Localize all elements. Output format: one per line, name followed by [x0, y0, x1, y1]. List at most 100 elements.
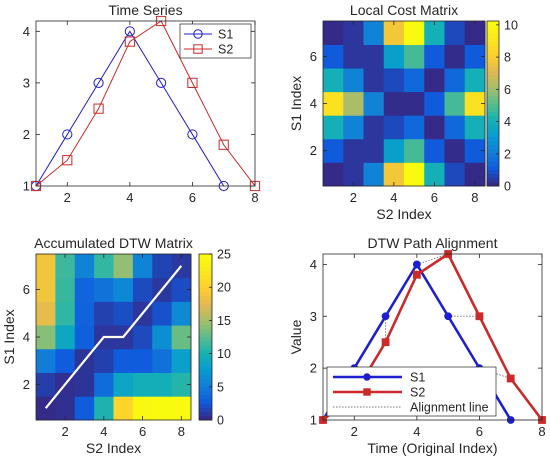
heatmap-cell — [383, 91, 405, 116]
heatmap-cell — [55, 396, 76, 421]
heatmap-cell — [383, 115, 405, 140]
heatmap-cell — [424, 115, 445, 140]
heatmap-cell — [113, 254, 134, 279]
heatmap-cell — [55, 348, 76, 373]
point-marker — [62, 129, 73, 140]
heatmap-cell — [55, 301, 76, 326]
x-tick-label: 6 — [139, 424, 146, 439]
alignment-line — [416, 253, 449, 265]
point-marker — [506, 374, 515, 383]
heatmap-cell — [464, 115, 486, 140]
colorbar-segment — [199, 266, 212, 272]
colorbar-segment — [487, 82, 499, 88]
colorbar-segment — [199, 411, 212, 417]
legend-label: S1 — [410, 371, 425, 385]
colorbar-segment — [199, 328, 212, 334]
y-tick-label: 3 — [23, 75, 30, 90]
heatmap-cell — [94, 396, 114, 421]
colorbar-segment — [199, 287, 212, 292]
colorbar-segment — [199, 349, 212, 355]
heatmap-cell — [152, 325, 173, 350]
colorbar-segment — [199, 258, 212, 263]
colorbar-segment — [487, 74, 499, 80]
colorbar-segment — [487, 124, 499, 129]
series-line-s2 — [35, 20, 256, 187]
heatmap-cell — [132, 396, 153, 421]
heatmap-cell — [36, 277, 56, 302]
heatmap-cell — [74, 301, 95, 326]
heatmap-cell — [343, 91, 364, 116]
heatmap-cell — [36, 301, 56, 326]
chart-title: Local Cost Matrix — [350, 2, 458, 18]
colorbar-segment — [487, 165, 499, 170]
colorbar-tick-label: 0 — [504, 180, 511, 194]
heatmap-cell — [152, 348, 173, 373]
heatmap-cell — [363, 21, 385, 45]
point-marker — [412, 260, 421, 269]
heatmap-cell — [113, 372, 134, 397]
colorbar-segment — [487, 21, 499, 26]
heatmap-cell — [113, 396, 134, 421]
heatmap-cell — [424, 21, 445, 45]
heatmap-cell — [74, 325, 95, 350]
colorbar-segment — [487, 41, 499, 47]
colorbar-segment — [199, 366, 212, 371]
heatmap-cell — [113, 348, 134, 373]
heatmap-cell — [404, 21, 425, 45]
heatmap-cell — [171, 348, 192, 373]
colorbar-tick-label: 2 — [504, 147, 511, 161]
colorbar-segment — [199, 378, 212, 384]
series-line-s1 — [35, 30, 225, 187]
heatmap-cell — [444, 21, 466, 45]
colorbar-segment — [199, 278, 212, 284]
colorbar-tick-label: 5 — [217, 380, 224, 394]
heatmap-cell — [363, 44, 385, 69]
heatmap-cell — [404, 44, 425, 69]
colorbar-tick-label: 15 — [217, 314, 231, 328]
heatmap-cell — [343, 44, 364, 69]
colorbar-segment — [199, 274, 212, 280]
heatmap-cell — [363, 138, 385, 163]
colorbar-segment — [487, 132, 499, 137]
colorbar-segment — [487, 87, 499, 92]
y-tick-label: 1 — [23, 179, 30, 194]
heatmap-cell — [171, 301, 192, 326]
heatmap-cell — [36, 348, 56, 373]
y-tick-label: 3 — [310, 309, 317, 324]
colorbar-segment — [487, 70, 499, 76]
heatmap-cell — [94, 254, 114, 279]
heatmap-cell — [132, 372, 153, 397]
point-marker — [381, 312, 390, 321]
colorbar-segment — [199, 324, 212, 330]
colorbar-segment — [487, 157, 499, 162]
y-tick-label: 4 — [310, 257, 317, 272]
heatmap-cell — [383, 138, 405, 163]
x-tick-label: 8 — [178, 424, 185, 439]
heatmap-cell — [55, 325, 76, 350]
heatmap-cell — [94, 277, 114, 302]
heatmap-cell — [152, 254, 173, 279]
y-tick-label: 4 — [310, 96, 317, 111]
heatmap-cell — [132, 277, 153, 302]
heatmap-cell — [113, 277, 134, 302]
colorbar-segment — [487, 144, 499, 150]
y-tick-label: 2 — [310, 361, 317, 376]
y-axis-label: Value — [288, 319, 304, 354]
heatmap-cell — [424, 68, 445, 93]
heatmap-cell — [152, 301, 173, 326]
point-marker — [124, 36, 135, 47]
colorbar-segment — [199, 332, 212, 338]
colorbar-segment — [487, 54, 499, 59]
colorbar-segment — [487, 128, 499, 133]
heatmap-cell — [343, 138, 364, 163]
colorbar-segment — [487, 99, 499, 104]
heatmap-cell — [444, 91, 466, 116]
colorbar-segment — [487, 95, 499, 100]
colorbar-segment — [487, 58, 499, 63]
heatmap-cell — [363, 115, 385, 140]
heatmap-cell — [444, 44, 466, 69]
heatmap-cell — [424, 138, 445, 163]
heatmap-cell — [444, 162, 466, 187]
heatmap-cell — [383, 21, 405, 45]
colorbar-segment — [487, 140, 499, 146]
